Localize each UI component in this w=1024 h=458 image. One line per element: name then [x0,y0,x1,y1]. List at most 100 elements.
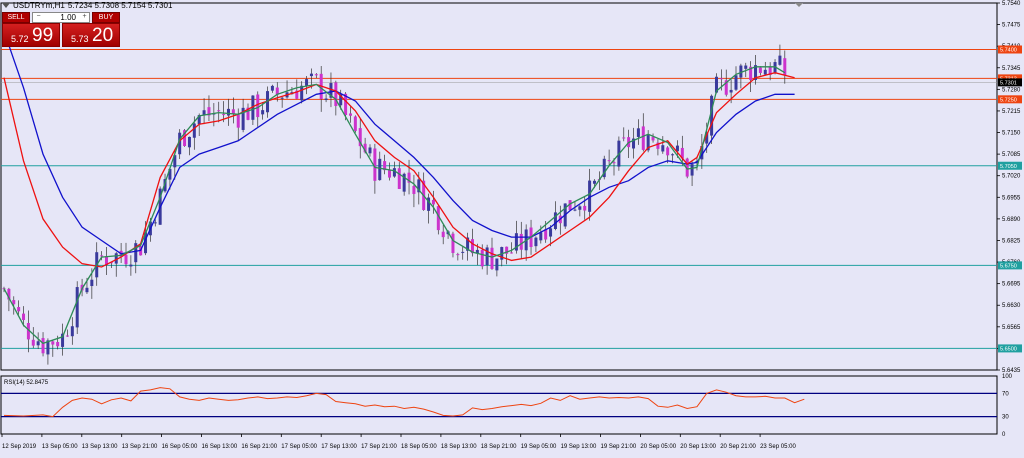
candle-body [334,82,338,107]
buy-price-box[interactable]: 5.73 20 [62,23,120,47]
candle-body [622,137,626,139]
candle-body [573,209,577,211]
candle-body [519,233,523,250]
candle-body [632,138,636,149]
candle-body [85,287,89,293]
rsi-title: RSI(14) 52.8475 [4,380,49,386]
x-tick-label: 18 Sep 13:00 [441,444,477,450]
rsi-tick-label: 100 [1002,374,1013,380]
one-click-trading-panel: SELL 1.00 − + BUY 5.72 99 5.73 20 [2,12,120,47]
y-tick-label: 5.6435 [1002,368,1021,374]
candle-body [636,128,640,137]
candle-body [768,66,772,75]
sell-price-small: 5.72 [11,34,29,44]
candle-body [514,233,518,251]
candle-body [51,341,55,345]
candle-body [251,95,255,120]
y-tick-label: 5.7475 [1002,23,1021,29]
candle-body [41,338,45,354]
candle-body [129,264,133,267]
y-tick-label: 5.7085 [1002,152,1021,158]
candle-body [651,136,655,141]
candle-body [363,143,367,153]
candle-body [671,154,675,156]
x-tick-label: 13 Sep 05:00 [42,444,78,450]
minus-icon[interactable]: − [36,13,41,20]
candle-body [124,254,128,265]
candle-body [592,180,596,184]
candle-body [480,249,484,267]
lot-size-input[interactable]: 1.00 [32,12,90,23]
buy-button[interactable]: BUY [92,12,120,23]
candle-body [539,232,543,241]
candle-body [680,147,684,159]
rsi-line [3,387,805,418]
candle-body [90,279,94,287]
candle-body [461,251,465,253]
y-tick-label: 5.7280 [1002,87,1021,93]
x-tick-label: 18 Sep 05:00 [401,444,437,450]
candle-body [607,160,611,162]
candle-body [348,113,352,116]
rsi-plot-area [0,375,998,435]
candle-body [183,130,187,146]
candle-body [7,288,11,300]
sell-price-box[interactable]: 5.72 99 [2,23,60,47]
x-tick-label: 20 Sep 05:00 [640,444,676,450]
candle-body [144,232,148,254]
candle-body [75,287,79,328]
candle-body [305,79,309,86]
candle-body [383,161,387,171]
candle-body [231,109,235,114]
x-tick-label: 18 Sep 21:00 [481,444,517,450]
x-tick-label: 16 Sep 13:00 [202,444,238,450]
x-tick-label: 20 Sep 21:00 [720,444,756,450]
candle-body [358,128,362,147]
candle-body [583,205,587,211]
candle-body [114,253,118,264]
candle-body [402,173,406,192]
candle-body [56,341,60,347]
rsi-tick-label: 30 [1002,415,1009,421]
candle-body [226,108,230,116]
x-tick-label: 16 Sep 21:00 [241,444,277,450]
candle-body [46,340,50,355]
candle-body [685,158,689,177]
sell-button[interactable]: SELL [2,12,30,23]
candle-body [427,197,431,211]
candle-body [153,222,157,224]
candle-body [246,107,250,120]
candle-body [588,180,592,212]
main-plot-area [0,2,998,371]
candle-body [495,258,499,271]
candle-body [661,145,665,152]
ma-fast-line [3,66,786,345]
candle-body [192,123,196,138]
level-label-box [998,344,1022,353]
shift-marker-icon [795,3,803,7]
level-label-box [998,161,1022,170]
candle-body [353,116,357,131]
candle-body [104,256,108,266]
candle-body [173,155,177,168]
candle-body [719,78,723,80]
dropdown-icon[interactable] [2,3,10,8]
x-tick-label: 13 Sep 21:00 [122,444,158,450]
x-tick-label: 23 Sep 05:00 [760,444,796,450]
y-tick-label: 5.6825 [1002,238,1021,244]
y-tick-label: 5.6955 [1002,195,1021,201]
y-tick-label: 5.6695 [1002,282,1021,288]
candle-body [207,107,211,116]
candle-body [441,231,445,238]
candle-body [602,158,606,178]
candle-body [134,243,138,263]
candle-body [783,58,787,76]
candle-body [749,66,753,81]
candle-body [568,200,572,211]
candle-body [778,55,782,65]
level-label-box [998,95,1022,104]
ohlc-values: 5.7234 5.7308 5.7154 5.7301 [67,1,173,10]
candle-body [256,94,260,118]
candle-body [612,162,616,164]
plus-icon[interactable]: + [82,13,87,20]
